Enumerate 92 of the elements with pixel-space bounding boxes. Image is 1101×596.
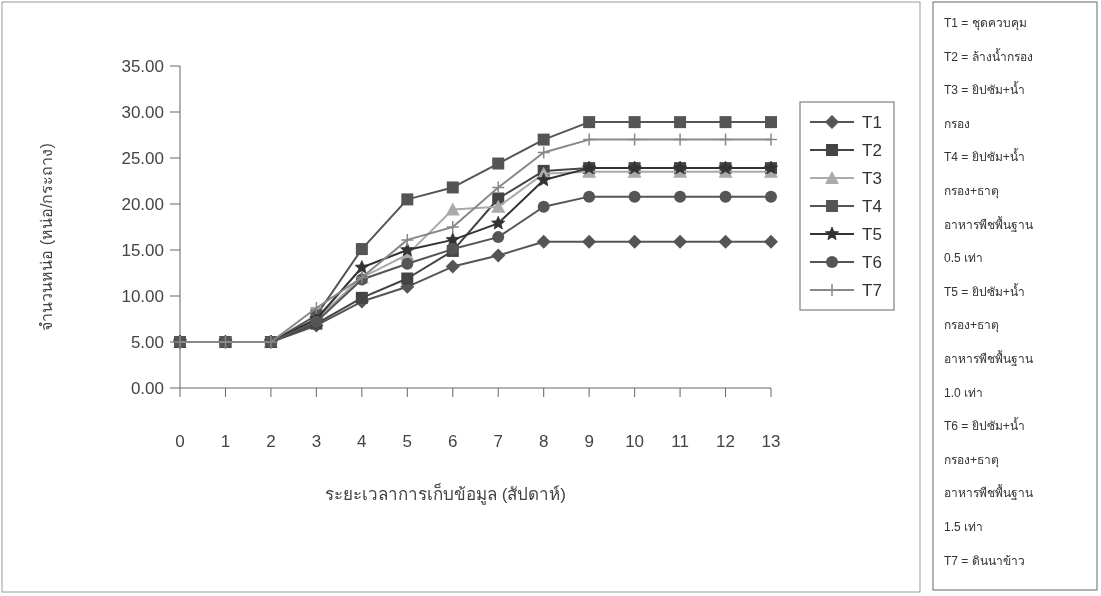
point	[718, 234, 733, 249]
y-tick-label: 25.00	[121, 149, 164, 168]
y-tick-label: 0.00	[130, 379, 164, 398]
x-tick-label: 13	[761, 432, 781, 451]
point	[491, 199, 506, 213]
point	[536, 234, 551, 249]
y-axis-title: จำนวนหน่อ (หน่อ/กระถาง)	[38, 143, 55, 331]
point	[627, 132, 642, 147]
y-tick-label: 15.00	[121, 241, 164, 260]
text: กรอง	[944, 116, 970, 131]
x-tick-label: 7	[493, 432, 503, 451]
point	[491, 180, 505, 195]
point	[674, 190, 687, 203]
point	[355, 243, 368, 256]
point	[627, 234, 642, 249]
text: อาหารพืชพื้นฐาน	[944, 215, 1033, 232]
x-tick-label: 10	[625, 432, 645, 451]
point	[492, 157, 505, 170]
text: T5 = ยิปซัม+น้ำ	[944, 282, 1025, 299]
point	[537, 200, 550, 213]
point	[673, 234, 688, 249]
point	[674, 116, 687, 129]
point	[536, 172, 551, 187]
point	[583, 116, 596, 129]
legend-label: T2	[862, 141, 882, 160]
point	[354, 260, 369, 274]
point	[401, 193, 414, 206]
point	[765, 116, 777, 129]
y-tick-label: 20.00	[121, 195, 164, 214]
point	[764, 132, 778, 147]
point	[401, 257, 414, 270]
point	[764, 234, 778, 249]
x-tick-label: 2	[266, 432, 276, 451]
x-tick-label: 9	[584, 432, 594, 451]
point	[765, 190, 777, 203]
legend-label: T4	[862, 197, 882, 216]
y-tick-label: 35.00	[121, 57, 164, 76]
x-tick-label: 12	[716, 432, 735, 451]
x-tick-label: 4	[357, 432, 367, 451]
text: T3 = ยิปซัม+น้ำ	[944, 81, 1025, 98]
text: อาหารพืชพื้นฐาน	[944, 484, 1033, 501]
legend-label: T7	[862, 281, 882, 300]
point	[719, 190, 732, 203]
point	[445, 202, 460, 216]
text: T7 = ดินนาข้าว	[944, 553, 1025, 568]
text: กรอง+ธาตุ	[944, 318, 1000, 334]
legend-label: T6	[862, 253, 882, 272]
x-tick-label: 1	[220, 432, 231, 451]
point	[445, 259, 460, 274]
text: 1.5 เท่า	[944, 520, 984, 534]
point	[355, 291, 368, 304]
x-tick-label: 6	[448, 432, 458, 451]
legend-label: T5	[862, 225, 882, 244]
text: กรอง+ธาตุ	[944, 452, 1000, 468]
point	[537, 133, 550, 146]
point	[492, 231, 505, 244]
x-tick-label: 3	[311, 432, 322, 451]
text: T2 = ล้างน้ำกรอง	[944, 47, 1033, 64]
point	[446, 220, 460, 234]
x-tick-label: 5	[402, 432, 413, 451]
text: 1.0 เท่า	[944, 385, 984, 400]
point	[401, 272, 414, 285]
point	[628, 190, 641, 203]
legend-label: T3	[862, 169, 882, 188]
point	[491, 248, 506, 263]
y-tick-label: 5.00	[130, 333, 164, 352]
x-tick-label: 0	[175, 432, 185, 451]
text: กรอง+ธาตุ	[944, 184, 1000, 199]
x-tick-label: 8	[538, 432, 549, 451]
point	[309, 301, 324, 315]
text: อาหารพืชพื้นฐาน	[944, 350, 1033, 366]
point	[718, 132, 733, 147]
x-tick-label: 11	[671, 432, 689, 451]
point	[719, 116, 732, 129]
point	[446, 181, 459, 194]
point	[536, 145, 551, 160]
text: 0.5 เท่า	[944, 251, 984, 266]
y-tick-label: 10.00	[121, 287, 164, 306]
legend-label: T1	[862, 113, 882, 132]
text: T6 = ยิปซัม+น้ำ	[944, 417, 1025, 434]
text: T1 = ชุดควบคุม	[944, 16, 1027, 31]
point	[400, 242, 415, 257]
text: T4 = ยิปซัม+น้ำ	[944, 148, 1025, 165]
y-tick-label: 30.00	[121, 103, 164, 122]
point	[628, 116, 641, 129]
point	[582, 234, 597, 249]
point	[583, 190, 596, 203]
x-axis-title: ระยะเวลาการเก็บข้อมูล (สัปดาห์)	[324, 483, 567, 505]
point	[400, 233, 415, 247]
point	[582, 132, 596, 147]
point	[491, 215, 506, 230]
point	[673, 132, 687, 147]
